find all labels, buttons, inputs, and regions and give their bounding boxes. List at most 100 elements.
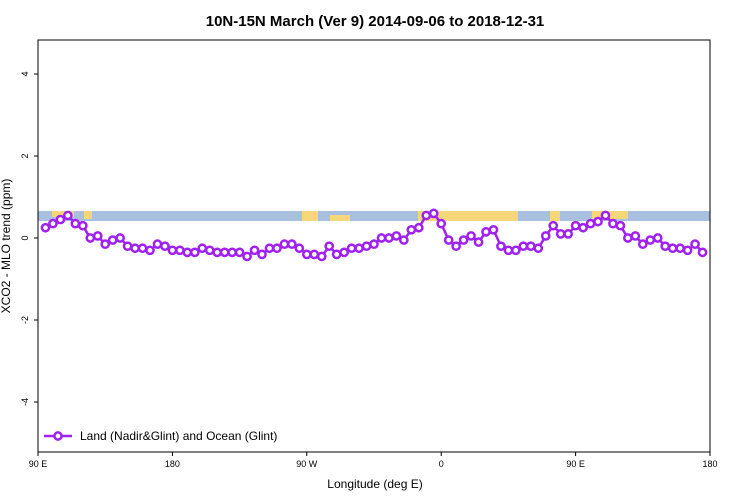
y-tick-label: 2 [20,154,30,159]
chart-title: 10N-15N March (Ver 9) 2014-09-06 to 2018… [206,13,545,30]
data-point [339,247,349,258]
data-point [413,222,424,233]
data-point [167,245,178,256]
data-point [436,218,447,229]
data-point [645,235,656,245]
data-point [511,245,521,256]
data-point [234,247,245,258]
data-point [563,229,573,239]
data-point [100,239,111,250]
data-point [242,251,252,262]
data-point [623,233,633,243]
data-point [675,243,685,254]
data-point [518,241,529,252]
data-point [615,220,626,231]
data-point [421,210,432,221]
data-point [294,243,305,254]
data-point [660,241,671,252]
data-point [682,245,693,256]
data-point [92,231,103,241]
data-point [391,231,402,241]
y-tick-label: 4 [20,72,30,77]
data-point [555,229,566,239]
data-point [361,241,372,252]
data-point [130,243,140,254]
data-point [316,251,327,262]
data-point [697,247,708,258]
data-point [257,249,267,260]
data-point [570,220,581,231]
y-tick-label: -4 [20,398,30,406]
data-point [249,245,260,256]
data-point [652,233,663,243]
legend-label: Land (Nadir&Glint) and Ocean (Glint) [80,429,277,443]
data-point [48,218,58,229]
data-point [324,241,335,252]
data-point [451,241,461,252]
data-point [175,245,185,256]
data-point [384,233,394,243]
data-point [548,220,559,231]
data-point [637,239,648,250]
data-point [458,235,469,245]
data-point [264,243,275,254]
y-axis-label: XCO2 - MLO trend (ppm) [0,179,13,314]
data-point [473,237,484,247]
data-point [399,235,409,245]
legend-marker [53,431,63,441]
y-tick-label: 0 [20,235,30,240]
data-point [219,247,230,258]
data-point [630,231,641,241]
data-point [85,233,96,243]
x-tick-label: 90 E [29,459,48,469]
data-point [122,241,133,252]
data-point [204,245,215,256]
data-point [690,239,700,250]
data-point [70,218,81,229]
data-point [406,224,417,235]
data-point [279,239,290,250]
data-point [488,224,499,235]
data-point [309,249,320,260]
data-point [63,210,73,221]
data-point [182,247,193,258]
data-point [525,241,536,252]
data-point [287,239,297,250]
x-axis-label: Longitude (deg E) [327,477,422,491]
data-point [115,233,125,243]
data-point [354,243,364,254]
data-point [107,235,118,245]
data-point [152,239,163,250]
x-tick-label: 180 [165,459,180,469]
data-point [585,218,596,229]
data-point [481,227,491,237]
data-point [600,210,611,221]
data-point [608,218,618,229]
data-point [376,233,387,243]
data-point [160,241,170,252]
data-point [593,216,603,227]
data-point [145,245,155,256]
data-point [331,249,342,260]
plot-frame [37,39,711,453]
data-point [466,231,476,241]
data-point [272,243,282,254]
data-point [346,243,357,254]
data-point [540,231,551,241]
data-point [55,214,66,225]
x-tick-label: 0 [439,459,444,469]
data-point [301,249,312,260]
data-point [197,243,208,254]
data-point [533,243,544,254]
data-point [212,247,223,258]
data-point [369,239,379,250]
data-point [578,222,588,233]
x-tick-label: 180 [702,459,717,469]
y-tick-label: -2 [20,316,30,324]
data-point [77,220,88,231]
data-point [428,208,439,219]
data-point [503,245,514,256]
data-point [137,243,148,254]
data-point [667,243,678,254]
